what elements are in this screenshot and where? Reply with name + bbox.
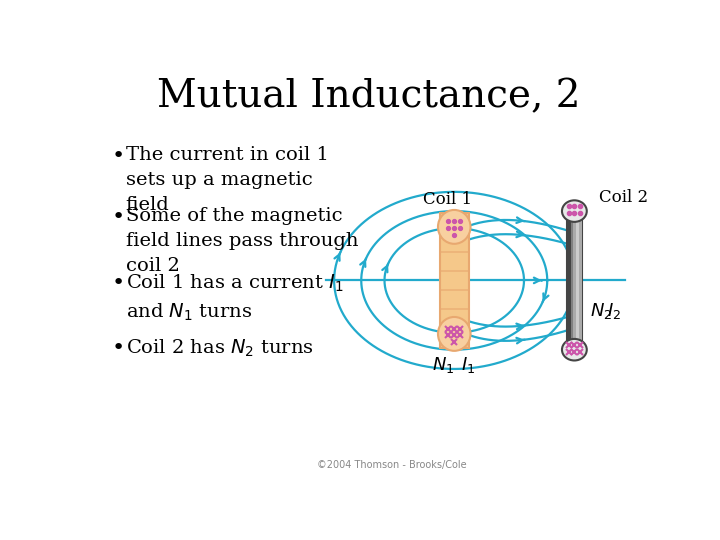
Text: Mutual Inductance, 2: Mutual Inductance, 2 bbox=[157, 79, 581, 116]
Text: $N_1$: $N_1$ bbox=[432, 355, 454, 375]
Text: ©2004 Thomson - Brooks/Cole: ©2004 Thomson - Brooks/Cole bbox=[318, 460, 467, 470]
Text: Coil 1: Coil 1 bbox=[423, 191, 472, 208]
Ellipse shape bbox=[438, 317, 471, 351]
Text: •: • bbox=[112, 338, 125, 358]
Ellipse shape bbox=[562, 200, 587, 222]
Text: Coil 1 has a current $I_1$
and $N_1$ turns: Coil 1 has a current $I_1$ and $N_1$ tur… bbox=[126, 273, 343, 323]
Bar bbox=[439, 213, 469, 348]
Text: $N_2$: $N_2$ bbox=[590, 301, 612, 321]
Text: $I_1$: $I_1$ bbox=[461, 355, 475, 375]
Text: •: • bbox=[112, 207, 125, 227]
Ellipse shape bbox=[562, 339, 587, 361]
Bar bbox=[567, 204, 582, 357]
Text: Some of the magnetic
field lines pass through
coil 2: Some of the magnetic field lines pass th… bbox=[126, 207, 358, 275]
Text: Coil 2 has $N_2$ turns: Coil 2 has $N_2$ turns bbox=[126, 338, 313, 360]
Bar bbox=[573, 204, 576, 357]
Bar bbox=[570, 204, 573, 357]
Text: The current in coil 1
sets up a magnetic
field: The current in coil 1 sets up a magnetic… bbox=[126, 146, 328, 214]
Text: •: • bbox=[112, 146, 125, 166]
Bar bbox=[579, 204, 582, 357]
Text: $I_2$: $I_2$ bbox=[607, 301, 621, 321]
Bar bbox=[576, 204, 579, 357]
Bar bbox=[567, 204, 570, 357]
Text: Coil 2: Coil 2 bbox=[599, 189, 648, 206]
Ellipse shape bbox=[438, 210, 471, 244]
Text: •: • bbox=[112, 273, 125, 293]
